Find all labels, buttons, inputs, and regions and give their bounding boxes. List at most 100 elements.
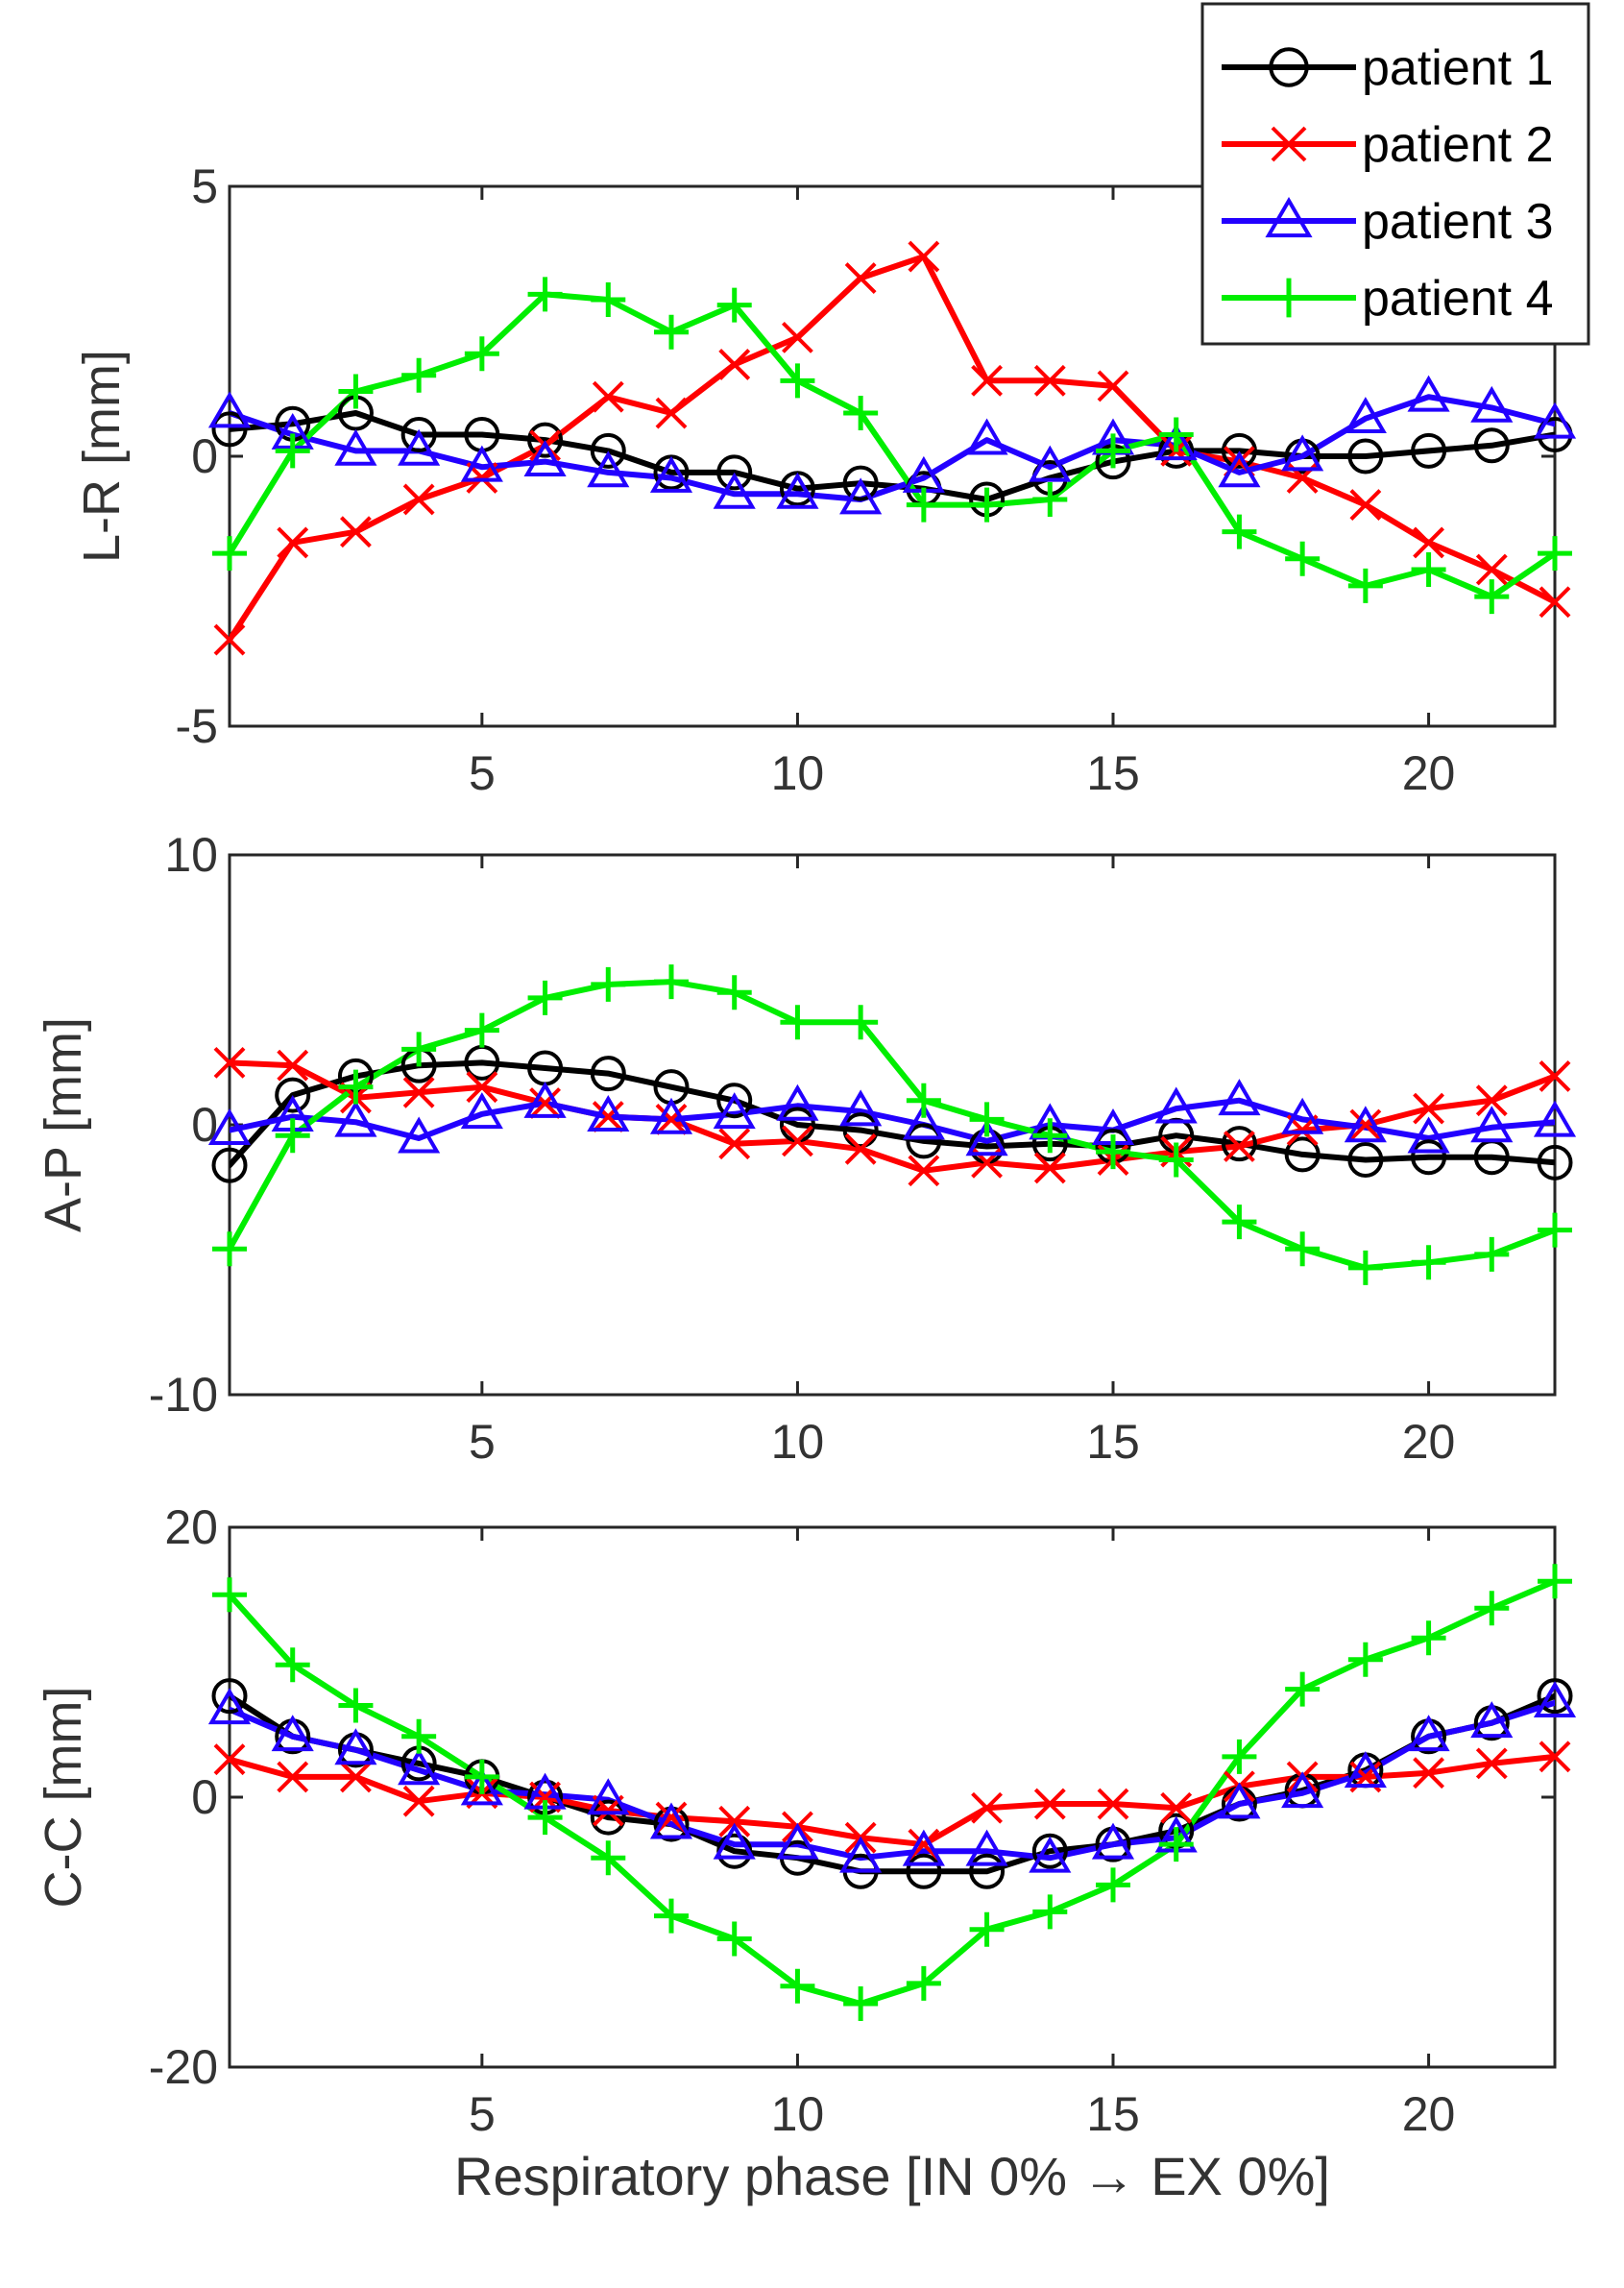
data-point-lr-patient-1 [1221,432,1257,469]
data-point-ap-patient-3 [965,1119,1008,1156]
data-point-ap-patient-4 [716,975,752,1010]
data-point-lr-patient-3 [523,440,567,477]
x-tick-label-lr: 15 [1086,746,1140,800]
series-line-ap-patient-2 [230,1059,1555,1174]
data-point-lr-patient-3 [1218,450,1261,488]
data-point-lr-patient-3 [1281,434,1324,472]
data-point-lr-patient-4 [780,363,815,399]
data-point-cc-patient-4 [716,1921,752,1957]
data-point-lr-patient-3 [1344,397,1387,434]
data-point-cc-patient-4 [212,1577,247,1613]
data-point-ap-patient-2 [1539,1060,1571,1092]
data-point-lr-patient-2 [213,623,246,656]
data-point-lr-patient-3 [1533,402,1577,439]
legend-entries: patient 1 patient 2 patient 3 patient 4 [1222,40,1554,327]
data-point-cc-patient-3 [1470,1701,1514,1739]
data-point-cc-patient-4 [843,1985,879,2021]
data-point-lr-patient-4 [1538,536,1572,572]
data-point-ap-patient-3 [334,1100,377,1137]
data-point-lr-patient-1 [842,465,879,501]
data-point-cc-patient-2 [971,1791,1003,1824]
y-axis-label-ap: A-P [mm] [35,1017,92,1232]
data-point-cc-patient-3 [207,1688,252,1725]
data-point-ap-patient-4 [654,964,689,1000]
data-point-cc-patient-1 [1031,1833,1068,1869]
data-point-ap-patient-4 [401,1032,437,1067]
marker-group-ap [207,964,1577,1285]
data-point-ap-patient-2 [1033,1152,1066,1184]
data-point-ap-patient-2 [402,1076,435,1108]
series-line-lr-patient-2 [230,254,1555,644]
legend-label-patient-1: patient 1 [1362,40,1554,96]
marker-group-lr [207,240,1577,656]
series-line-ap-patient-1 [230,1059,1555,1169]
legend-marker-patient-3 [1265,196,1313,238]
data-point-ap-patient-4 [969,1102,1005,1137]
data-point-ap-patient-2 [213,1046,246,1079]
data-point-lr-patient-3 [1029,445,1072,482]
series-line-lr-patient-4 [230,291,1555,600]
x-ticks-ap: 5 10 15 20 [469,855,1455,1469]
series-group-ap [230,979,1555,1271]
x-tick-label-ap: 10 [771,1415,825,1469]
data-point-ap-patient-3 [649,1097,693,1134]
data-point-ap-patient-3 [902,1103,945,1140]
data-point-cc-patient-3 [271,1715,314,1752]
data-point-ap-patient-3 [776,1083,819,1121]
data-point-ap-patient-4 [464,1012,499,1048]
data-point-lr-patient-2 [1097,370,1129,402]
data-point-lr-patient-4 [1158,417,1194,452]
marker-group-cc [207,1564,1577,2021]
data-point-cc-patient-1 [211,1678,248,1715]
data-point-ap-patient-1 [590,1056,626,1092]
data-point-cc-patient-4 [1222,1739,1257,1774]
data-point-ap-patient-1 [842,1112,879,1149]
data-point-cc-patient-3 [1029,1836,1072,1873]
data-point-cc-patient-2 [1033,1788,1066,1820]
data-point-ap-patient-2 [529,1087,561,1119]
series-line-ap-patient-3 [230,1097,1555,1144]
data-point-lr-patient-3 [334,428,377,466]
data-point-ap-patient-3 [1533,1100,1577,1137]
y-tick-label-cc: -20 [149,2040,218,2094]
data-point-lr-patient-1 [211,411,248,448]
data-point-lr-patient-2 [277,526,309,559]
data-point-ap-patient-2 [908,1155,940,1187]
data-point-lr-patient-2 [402,483,435,516]
data-point-ap-patient-2 [592,1101,624,1132]
data-point-lr-patient-2 [718,349,751,380]
data-point-lr-patient-2 [1349,489,1382,521]
y-ticks-lr: -5 0 5 [176,159,1555,753]
data-point-lr-patient-4 [1096,433,1130,469]
data-point-lr-patient-3 [839,477,883,515]
data-point-cc-patient-4 [1285,1671,1321,1707]
data-point-ap-patient-2 [1224,1131,1255,1162]
legend-label-patient-3: patient 3 [1362,194,1554,250]
data-point-ap-patient-3 [1344,1106,1387,1143]
data-point-ap-patient-1 [275,1077,311,1113]
data-point-lr-patient-4 [464,336,499,372]
x-tick-label-lr: 10 [771,746,825,800]
data-point-cc-patient-1 [590,1799,626,1836]
data-point-ap-patient-2 [718,1128,751,1160]
data-point-cc-patient-2 [1413,1757,1444,1789]
data-point-cc-patient-3 [334,1728,377,1765]
data-point-ap-patient-2 [844,1132,877,1165]
data-point-lr-patient-3 [1470,385,1514,423]
legend-label-patient-2: patient 2 [1362,117,1554,173]
data-point-lr-patient-3 [1407,375,1450,412]
data-point-cc-patient-4 [1096,1867,1130,1903]
data-point-lr-patient-4 [1347,568,1383,603]
data-point-lr-patient-2 [655,397,688,429]
series-line-lr-patient-3 [230,394,1555,502]
data-point-cc-patient-4 [275,1647,310,1683]
data-point-ap-patient-3 [587,1094,630,1132]
series-line-cc-patient-2 [230,1753,1555,1848]
data-point-cc-patient-3 [1091,1822,1135,1860]
data-point-ap-patient-3 [1218,1079,1261,1116]
data-point-lr-patient-3 [649,455,693,493]
data-point-cc-patient-1 [906,1853,942,1889]
data-point-lr-patient-1 [1347,438,1384,475]
data-point-ap-patient-3 [1407,1116,1450,1154]
